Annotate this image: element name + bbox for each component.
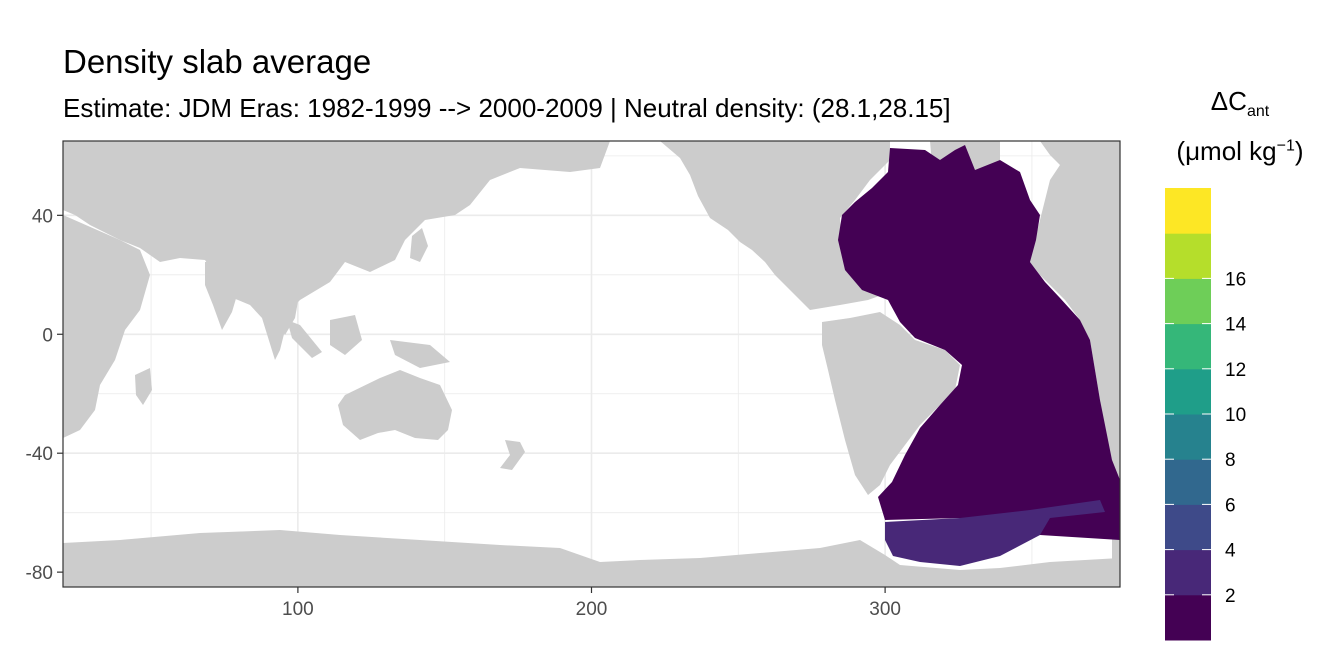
legend-unit-sup: −1 <box>1276 137 1295 155</box>
legend-unit: (μmol kg−1) <box>1150 136 1330 167</box>
land-europe-africa-east <box>1030 141 1120 587</box>
legend-break-label: 14 <box>1225 315 1247 336</box>
legend-bin <box>1165 459 1211 505</box>
legend-bin <box>1165 188 1211 234</box>
y-tick-label: -40 <box>26 444 53 465</box>
legend-break-label: 6 <box>1225 495 1236 516</box>
legend-bin <box>1165 278 1211 325</box>
legend-colorbar <box>1165 188 1211 641</box>
land-eurasia <box>63 141 610 360</box>
x-tick-label: 300 <box>869 599 901 620</box>
land-layer <box>63 141 1120 587</box>
y-axis: 40 0 -40 -80 <box>26 206 63 584</box>
land-sumatra <box>287 320 322 358</box>
land-new-guinea <box>390 340 450 368</box>
x-tick-label: 100 <box>282 599 314 620</box>
legend-break-label: 12 <box>1225 360 1246 381</box>
land-indochina <box>262 268 300 335</box>
land-south-america <box>822 312 960 495</box>
legend-bin <box>1165 549 1211 596</box>
land-antarctica <box>63 530 1120 587</box>
legend-break-label: 4 <box>1225 541 1236 562</box>
legend-title-main: ΔC <box>1210 86 1247 116</box>
legend-bin <box>1165 414 1211 460</box>
legend-break-label: 10 <box>1225 405 1246 426</box>
y-tick-label: 0 <box>42 325 53 346</box>
land-borneo <box>330 315 362 355</box>
land-madagascar <box>135 368 152 405</box>
legend-title: ΔCant <box>1150 86 1330 121</box>
region-weddell-sector <box>885 500 1105 566</box>
legend-bin <box>1165 594 1211 641</box>
x-tick-label: 200 <box>576 599 608 620</box>
y-tick-label: 40 <box>32 206 53 227</box>
land-africa <box>63 215 150 438</box>
y-tick-label: -80 <box>26 563 53 584</box>
legend-title-sub: ant <box>1246 103 1270 121</box>
x-axis: 100 200 300 <box>282 587 901 620</box>
land-new-zealand <box>500 440 525 470</box>
legend-break-label: 8 <box>1225 450 1236 471</box>
legend-unit-close: ) <box>1294 136 1304 166</box>
chart-title: Density slab average <box>63 43 372 80</box>
legend-bin <box>1165 233 1211 279</box>
legend-break-label: 2 <box>1225 586 1236 607</box>
chart-subtitle: Estimate: JDM Eras: 1982-1999 --> 2000-2… <box>63 93 951 123</box>
land-north-america <box>660 141 890 310</box>
land-india <box>205 262 240 330</box>
legend-bin <box>1165 368 1211 415</box>
legend-bin <box>1165 504 1211 551</box>
region-atlantic-slab <box>838 145 1120 540</box>
legend-bin <box>1165 323 1211 370</box>
legend-labels: 2 4 6 8 10 12 14 16 <box>1165 269 1247 607</box>
legend-break-label: 16 <box>1225 269 1246 290</box>
land-japan <box>410 228 428 262</box>
land-australia <box>338 370 452 440</box>
data-layer <box>838 145 1120 566</box>
legend-unit-open: (μmol kg <box>1176 136 1277 166</box>
